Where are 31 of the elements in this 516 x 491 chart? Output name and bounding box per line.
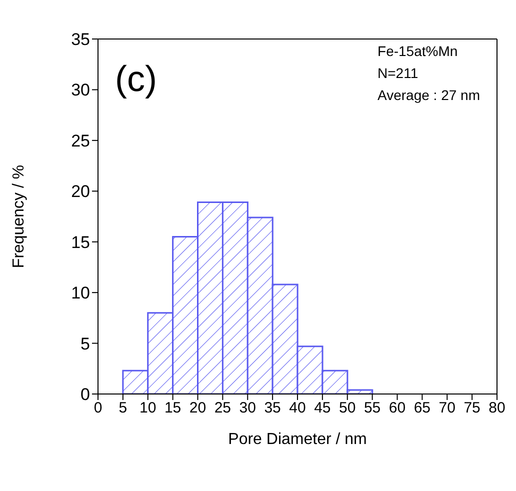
- x-tick-label: 25: [214, 400, 232, 417]
- y-axis-title: Frequency / %: [10, 164, 28, 268]
- x-tick-label: 75: [464, 400, 480, 417]
- annotation: Fe-15at%Mn: [378, 42, 459, 61]
- x-tick-label: 45: [314, 400, 331, 417]
- y-tick-label: 15: [71, 232, 90, 252]
- x-tick-label: 30: [239, 400, 256, 417]
- y-tick-label: 35: [71, 30, 90, 50]
- y-tick-label: 20: [71, 182, 90, 202]
- x-tick-label: 5: [118, 400, 128, 417]
- y-tick-label: 25: [71, 131, 90, 150]
- x-tick-label: 55: [364, 400, 381, 417]
- x-tick-label: 0: [94, 400, 102, 417]
- x-tick-label: 35: [264, 400, 281, 417]
- y-tick-label: 10: [71, 284, 90, 303]
- x-tick-label: 80: [488, 400, 506, 417]
- x-tick-label: 10: [140, 400, 156, 417]
- x-tick-label: 40: [289, 400, 306, 417]
- x-axis-title: Pore Diameter / nm: [228, 431, 367, 448]
- y-tick-label: 30: [71, 80, 90, 100]
- x-tick-label: 65: [414, 400, 431, 417]
- x-tick-label: 70: [438, 400, 456, 417]
- x-tick-label: 15: [164, 400, 182, 417]
- y-tick-label: 5: [80, 334, 90, 354]
- annotation: N=211: [378, 64, 420, 83]
- x-tick-label: 50: [339, 400, 356, 417]
- annotation: Average : 27 nm: [378, 86, 480, 105]
- y-tick-label: 0: [80, 385, 90, 404]
- x-tick-label: 20: [189, 400, 206, 417]
- annotation: (c): [115, 58, 157, 100]
- x-tick-label: 60: [388, 400, 406, 417]
